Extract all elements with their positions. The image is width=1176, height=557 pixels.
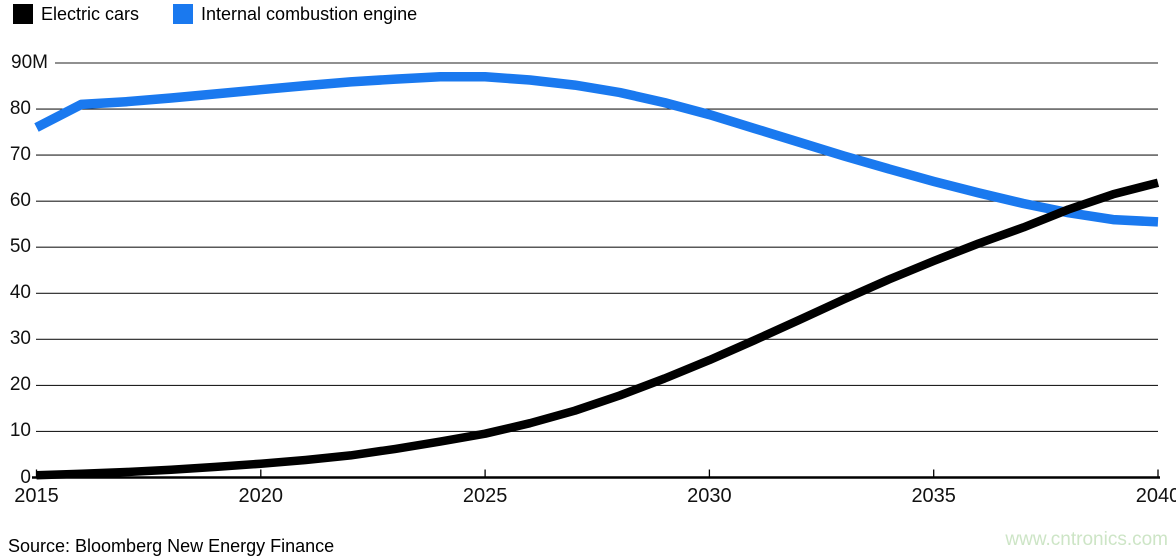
x-axis-tick-label: 2015 bbox=[14, 485, 59, 507]
legend-item-electric-cars: Electric cars bbox=[13, 3, 139, 25]
legend: Electric cars Internal combustion engine bbox=[13, 2, 417, 26]
series-line-electric-cars bbox=[36, 178, 1160, 480]
y-axis-tick-label: 40 bbox=[9, 282, 31, 304]
y-axis-tick-label: 70 bbox=[9, 144, 31, 166]
y-axis-tick-label: 20 bbox=[9, 374, 31, 396]
y-axis-tick-label: 80 bbox=[9, 98, 31, 120]
legend-swatch-electric-cars bbox=[13, 4, 33, 24]
y-axis-tick-label: 90M bbox=[11, 52, 48, 73]
y-axis-tick-label: 60 bbox=[9, 190, 31, 212]
x-axis-tick-label: 2035 bbox=[911, 485, 956, 507]
x-axis-tick-label: 2025 bbox=[462, 485, 508, 507]
y-axis-tick-label: 30 bbox=[9, 328, 31, 350]
x-axis-tick-label: 2040 bbox=[1135, 485, 1176, 507]
source-caption: Source: Bloomberg New Energy Finance bbox=[8, 536, 335, 556]
legend-label-electric-cars: Electric cars bbox=[41, 4, 140, 24]
legend-item-internal-combustion: Internal combustion engine bbox=[173, 3, 417, 25]
series-line-internal-combustion-engine bbox=[34, 72, 1159, 227]
watermark-text: www.cntronics.com bbox=[1005, 529, 1168, 550]
y-axis-tick-label: 50 bbox=[9, 236, 31, 258]
x-axis-tick-label: 2030 bbox=[687, 485, 732, 507]
y-axis-tick-label: 10 bbox=[9, 420, 31, 442]
legend-swatch-internal-combustion bbox=[173, 4, 194, 24]
y-axis-tick-label: 0 bbox=[20, 466, 31, 488]
x-axis-tick-label: 2020 bbox=[238, 485, 284, 507]
legend-label-internal-combustion: Internal combustion engine bbox=[201, 4, 418, 24]
